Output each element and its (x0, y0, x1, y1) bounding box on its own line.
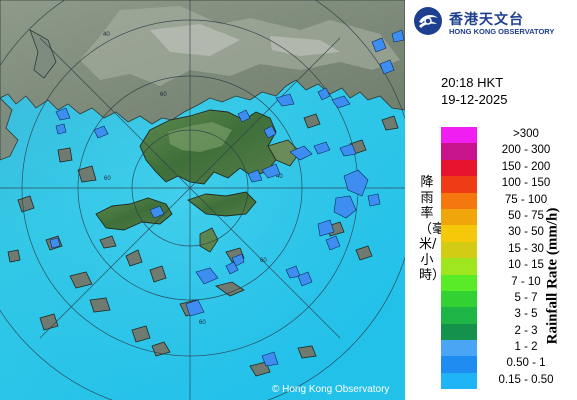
legend-swatch (441, 208, 477, 226)
logo-text-zh: 香港天文台 (449, 12, 524, 28)
radar-map: 40 60 60 40 60 60 (0, 0, 405, 400)
lantau-island (95, 197, 173, 231)
legend-label: 2 - 3 (514, 324, 538, 337)
range-ring-label: 60 (260, 258, 267, 264)
legend-title-zh: 降雨率（毫米/小時） (419, 175, 446, 283)
hko-logo-icon (414, 7, 442, 35)
legend-swatch (441, 323, 477, 341)
legend-label: 15 - 30 (508, 242, 544, 255)
radar-map-svg: 40 60 60 40 60 60 (0, 0, 405, 400)
logo-text-en: HONG KONG OBSERVATORY (449, 27, 555, 36)
legend-swatch (441, 143, 477, 160)
legend-swatch (441, 290, 477, 308)
range-ring-label: 40 (276, 174, 283, 180)
hong-kong-island (187, 191, 257, 217)
legend-swatch (441, 176, 477, 193)
legend-swatch (441, 241, 477, 259)
legend-swatch (441, 372, 477, 390)
legend-swatch (441, 307, 477, 324)
legend-label: 0.15 - 0.50 (498, 373, 554, 386)
rain-echoes (49, 29, 405, 367)
copyright-text: © Hong Kong Observatory (272, 384, 390, 395)
legend-label: 10 - 15 (508, 259, 544, 272)
legend-swatch (441, 340, 477, 357)
legend-label: 50 - 75 (508, 209, 544, 222)
legend-swatch (441, 159, 477, 177)
legend-label: 5 - 7 (514, 291, 538, 304)
western-land (0, 97, 19, 161)
observation-time: 20:18 HKT (441, 75, 504, 90)
legend-swatch (441, 274, 477, 291)
range-ring-label: 60 (199, 320, 206, 326)
range-ring-label: 60 (104, 176, 111, 182)
range-ring-label: 60 (160, 92, 167, 98)
legend-swatch (441, 192, 477, 209)
legend-swatch (441, 225, 477, 242)
range-ring-labels: 40 60 60 40 60 60 (103, 32, 283, 326)
legend-label: 100 - 150 (501, 177, 551, 190)
info-panel: 香港天文台 HONG KONG OBSERVATORY 20:18 HKT 19… (405, 0, 577, 400)
legend-swatch (441, 356, 477, 373)
legend-swatch (441, 127, 477, 144)
legend-label: 1 - 2 (514, 341, 538, 354)
range-ring-label: 40 (103, 32, 110, 38)
legend-label: 3 - 5 (514, 308, 538, 321)
legend-label: >300 (513, 128, 539, 140)
legend-title-en: Rainfall Rate (mm/h) (544, 207, 561, 345)
observation-date: 19-12-2025 (441, 92, 508, 107)
hko-logo: 香港天文台 HONG KONG OBSERVATORY (413, 6, 577, 38)
legend-label: 30 - 50 (508, 226, 544, 239)
legend-label: 200 - 300 (501, 144, 551, 157)
legend-label: 75 - 100 (504, 193, 548, 206)
legend-label: 150 - 200 (501, 160, 551, 173)
legend-swatch (441, 258, 477, 275)
legend-label: 0.50 - 1 (506, 357, 546, 370)
legend-label: 7 - 10 (511, 275, 541, 288)
